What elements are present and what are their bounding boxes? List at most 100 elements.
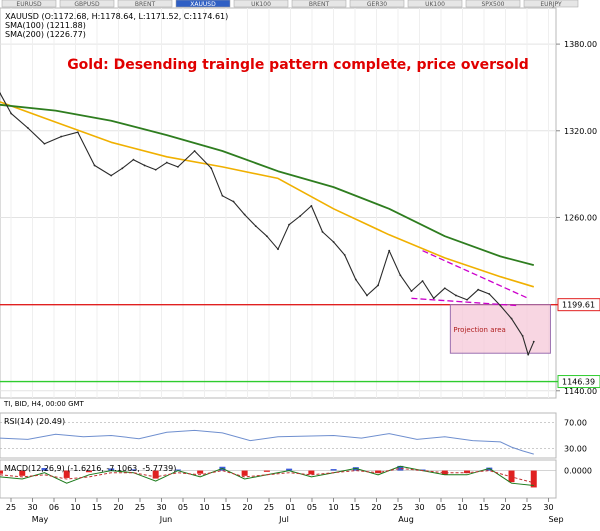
tab-label: EURJPY (540, 1, 562, 8)
price-point (26, 126, 29, 129)
price-point (488, 293, 491, 295)
time-axis: 25 30 06 10 15 20 25 30 05 10 15 20 25 01 05 10 15 20 25 30… (6, 498, 564, 524)
price-point (60, 135, 63, 138)
x-tick-label: 15 (92, 503, 102, 512)
price-axis: 1380.00 1320.00 1260.00 1140.00 (556, 40, 597, 396)
macd-pane: 0.0000 (0, 465, 592, 488)
x-tick-label: 30 (543, 503, 553, 512)
macd-bar (375, 470, 382, 474)
price-series: 1199.61 1146.39 Projection area (0, 92, 600, 389)
price-point (343, 254, 346, 256)
rsi-label: RSI(14) (20.49) (4, 417, 65, 426)
symbol-ohlc-label: XAUUSD (O:1172.68, H:1178.64, L:1171.52,… (5, 12, 228, 21)
sma100-line (0, 101, 535, 288)
tab-gbpusd (59, 0, 115, 8)
price-point (110, 174, 113, 177)
price-point (388, 249, 391, 252)
x-tick-label: 05 (178, 503, 188, 512)
macd-bar (486, 467, 493, 471)
rsi-tick-label: 70.00 (564, 419, 587, 428)
rsi-tick-label: 30.00 (564, 444, 587, 453)
price-point (432, 297, 435, 300)
projection-area (449, 304, 551, 354)
rsi-line (0, 429, 534, 455)
macd-bar (419, 469, 426, 471)
macd-bar (174, 469, 181, 471)
x-tick-label: 25 (393, 503, 403, 512)
price-point (143, 164, 146, 167)
macd-bar (464, 470, 471, 474)
macd-bar (441, 470, 448, 475)
price-point (421, 280, 424, 282)
x-month-label: May (32, 515, 49, 524)
x-tick-label: 20 (242, 503, 252, 512)
macd-bar (85, 470, 92, 473)
tab-uk100 (407, 0, 463, 8)
x-tick-label: 30 (156, 503, 166, 512)
macd-bar (286, 468, 293, 471)
price-point (154, 168, 157, 171)
price-point (299, 215, 302, 217)
price-point (399, 274, 402, 277)
x-tick-label: 25 (6, 503, 16, 512)
tab-label: UK100 (425, 1, 445, 8)
chart-title: Gold: Desending traingle pattern complet… (67, 57, 529, 73)
x-tick-label: 20 (113, 503, 123, 512)
x-month-label: Aug (398, 515, 414, 524)
y-tick-label: 1320.00 (564, 127, 597, 136)
price-point (221, 194, 224, 197)
price-point (310, 204, 313, 207)
tab-eurjpy (523, 0, 579, 8)
tab-ger30 (349, 0, 405, 8)
tab-eurusd (1, 0, 57, 8)
price-point (455, 294, 457, 297)
price-level-badge (557, 298, 600, 312)
x-tick-label: 15 (479, 503, 489, 512)
price-point (265, 235, 268, 238)
price-point (121, 167, 124, 170)
price-point (366, 294, 368, 297)
price-level-label: 1199.61 (562, 301, 595, 310)
macd-bar (63, 470, 70, 478)
price-point (277, 248, 279, 251)
price-point (288, 223, 291, 226)
macd-tick-label: 0.0000 (564, 467, 592, 476)
triangle-upper-line (422, 250, 529, 299)
macd-bar (241, 470, 248, 476)
price-point (93, 164, 96, 167)
projection-label: Projection area (453, 326, 505, 334)
macd-bar (508, 470, 515, 483)
price-point (499, 304, 502, 307)
tab-label: EURUSD (16, 1, 42, 8)
price-point (521, 334, 524, 337)
price-level-badge (557, 375, 600, 389)
price-point (466, 298, 468, 301)
tab-label: GER30 (367, 1, 387, 8)
tab-brent (117, 0, 173, 8)
x-tick-label: 05 (436, 503, 446, 512)
macd-bar (197, 470, 204, 474)
tab-label: BRENT (309, 1, 330, 8)
tab-label: SPX500 (482, 1, 505, 8)
price-point (193, 150, 196, 152)
macd-bar (330, 469, 337, 471)
price-point (0, 92, 1, 95)
x-tick-label: 10 (70, 503, 80, 512)
price-point (165, 161, 168, 164)
symbol-tabs: EURUSD GBPUSD BRENT XAUUSD UK100 BRENT GER30 UK… (1, 0, 579, 8)
macd-bar (530, 470, 537, 488)
price-point (243, 213, 246, 216)
price-point (332, 241, 335, 243)
macd-bar (19, 470, 26, 476)
macd-bar (41, 468, 48, 471)
y-tick-label: 1260.00 (564, 213, 597, 222)
price-point (254, 225, 257, 228)
x-tick-label: 15 (221, 503, 231, 512)
price-point (232, 200, 235, 203)
tab-xauusd (175, 0, 231, 8)
x-tick-label: 05 (307, 503, 317, 512)
x-month-label: Jul (278, 515, 289, 524)
price-point (527, 353, 530, 356)
macd-bar (108, 468, 115, 471)
x-month-label: Jun (159, 515, 173, 524)
